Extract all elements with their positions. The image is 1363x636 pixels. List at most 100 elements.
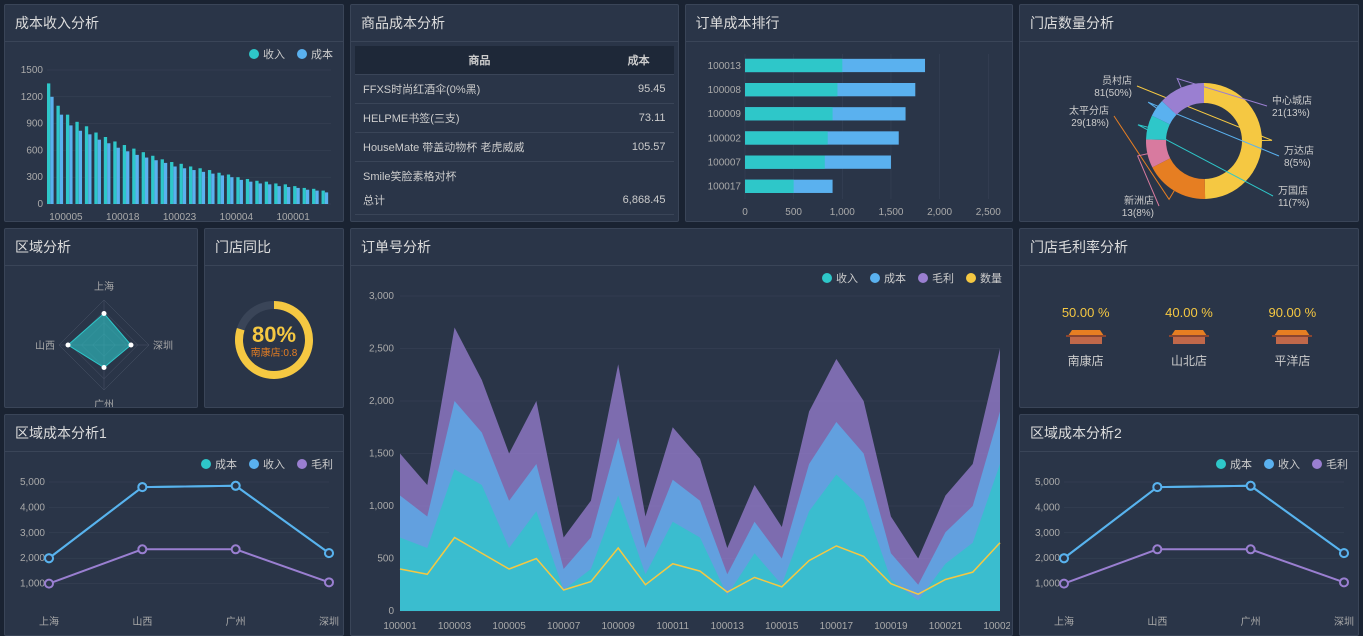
cost-table-total: 总计 6,868.45	[355, 186, 674, 215]
store-name: 平洋店	[1274, 352, 1310, 369]
panel-title: 订单成本排行	[686, 5, 1013, 42]
store-pct: 90.00 %	[1268, 305, 1316, 320]
store-pct: 50.00 %	[1062, 305, 1110, 320]
bar-chart: 0300600900120015001000051000181000231000…	[9, 66, 339, 222]
svg-text:南康店:0.8: 南康店:0.8	[251, 346, 298, 359]
svg-text:1,000: 1,000	[829, 207, 854, 218]
svg-text:100009: 100009	[707, 109, 741, 120]
svg-text:3,000: 3,000	[1035, 528, 1060, 539]
svg-text:100023: 100023	[983, 621, 1010, 632]
line2-legend: 成本收入毛利	[1020, 452, 1358, 472]
svg-text:1,000: 1,000	[1035, 579, 1060, 590]
svg-text:1,000: 1,000	[369, 501, 394, 512]
cost-table: 商品成本FFXS时尚红酒伞(0%黑)95.45HELPME书签(三支)73.11…	[355, 46, 674, 186]
svg-text:300: 300	[26, 172, 43, 183]
radar-chart: 上海深圳广州山西	[9, 270, 194, 408]
svg-text:2,000: 2,000	[369, 396, 394, 407]
svg-text:100001: 100001	[383, 621, 417, 632]
region-cost2-panel: 区域成本分析2 成本收入毛利 1,0002,0003,0004,0005,000…	[1019, 414, 1359, 636]
table-header: 成本	[604, 46, 674, 75]
svg-text:广州: 广州	[226, 616, 246, 628]
svg-text:100005: 100005	[492, 621, 526, 632]
svg-text:深圳: 深圳	[1334, 616, 1354, 628]
svg-text:100003: 100003	[438, 621, 472, 632]
area-legend: 收入成本毛利数量	[351, 266, 1012, 286]
table-row: Smile笑脸素格对杯	[355, 162, 674, 187]
hbar-chart: 05001,0001,5002,0002,5001000131000081000…	[690, 46, 1010, 221]
store-name: 南康店	[1068, 352, 1104, 369]
svg-text:100005: 100005	[49, 212, 83, 222]
svg-text:4,000: 4,000	[20, 502, 45, 513]
svg-text:深圳: 深圳	[153, 340, 173, 352]
svg-text:1500: 1500	[21, 66, 44, 76]
svg-text:100013: 100013	[707, 61, 741, 72]
svg-text:中心城店: 中心城店	[1272, 94, 1312, 107]
bar-legend: 收入成本	[5, 42, 343, 62]
svg-text:广州: 广州	[1241, 616, 1261, 628]
svg-text:2,000: 2,000	[20, 553, 45, 564]
svg-text:5,000: 5,000	[1035, 477, 1060, 488]
svg-text:100008: 100008	[707, 85, 741, 96]
table-row: HouseMate 带盖动物杯 老虎威威105.57	[355, 133, 674, 162]
svg-text:新洲店: 新洲店	[1124, 194, 1154, 207]
order-analysis-panel: 订单号分析 收入成本毛利数量 05001,0001,5002,0002,5003…	[350, 228, 1013, 636]
store-item: 50.00 % 南康店	[1062, 305, 1110, 369]
svg-text:100011: 100011	[656, 621, 689, 632]
donut-chart: 员村店81(50%)太平分店29(18%)新洲店13(8%)万国店11(7%)万…	[1024, 46, 1354, 221]
svg-text:1,500: 1,500	[878, 207, 903, 218]
legend-item: 成本	[201, 456, 237, 472]
legend-item: 收入	[249, 46, 285, 62]
svg-text:8(5%): 8(5%)	[1284, 158, 1311, 169]
store-icon	[1169, 326, 1209, 346]
legend-item: 成本	[297, 46, 333, 62]
svg-text:100015: 100015	[765, 621, 799, 632]
store-icon	[1272, 326, 1312, 346]
legend-item: 收入	[249, 456, 285, 472]
total-label: 总计	[355, 186, 480, 215]
panel-title: 区域成本分析2	[1020, 415, 1358, 452]
svg-text:2,500: 2,500	[975, 207, 1000, 218]
panel-title: 成本收入分析	[5, 5, 343, 42]
svg-text:100013: 100013	[711, 621, 745, 632]
svg-text:100018: 100018	[106, 212, 140, 222]
svg-text:100023: 100023	[163, 212, 197, 222]
legend-item: 毛利	[1312, 456, 1348, 472]
svg-text:81(50%): 81(50%)	[1094, 88, 1132, 99]
svg-text:1200: 1200	[21, 92, 44, 103]
svg-text:100021: 100021	[929, 621, 963, 632]
svg-text:3,000: 3,000	[369, 291, 394, 302]
region-cost1-panel: 区域成本分析1 成本收入毛利 1,0002,0003,0004,0005,000…	[4, 414, 344, 636]
svg-text:500: 500	[785, 207, 802, 218]
store-name: 山北店	[1171, 352, 1207, 369]
svg-text:0: 0	[37, 199, 43, 210]
svg-text:600: 600	[26, 145, 43, 156]
svg-text:员村店: 员村店	[1102, 74, 1132, 87]
svg-text:100017: 100017	[820, 621, 854, 632]
svg-text:5,000: 5,000	[20, 477, 45, 488]
store-pct: 40.00 %	[1165, 305, 1213, 320]
svg-text:500: 500	[377, 554, 394, 565]
svg-text:100007: 100007	[707, 157, 741, 168]
svg-text:29(18%): 29(18%)	[1071, 118, 1109, 129]
svg-text:100001: 100001	[276, 212, 310, 222]
svg-text:100002: 100002	[707, 133, 741, 144]
svg-text:2,000: 2,000	[1035, 553, 1060, 564]
line1-chart: 1,0002,0003,0004,0005,000上海山西广州深圳	[9, 476, 339, 631]
legend-item: 收入	[822, 270, 858, 286]
svg-text:1,500: 1,500	[369, 449, 394, 460]
svg-text:山西: 山西	[132, 616, 152, 628]
line1-legend: 成本收入毛利	[5, 452, 343, 472]
panel-title: 区域成本分析1	[5, 415, 343, 452]
svg-text:山西: 山西	[1147, 616, 1167, 628]
svg-text:100007: 100007	[547, 621, 581, 632]
svg-text:21(13%): 21(13%)	[1272, 108, 1310, 119]
svg-text:广州: 广州	[94, 399, 114, 408]
svg-text:山西: 山西	[35, 340, 55, 352]
table-header: 商品	[355, 46, 604, 75]
legend-item: 数量	[966, 270, 1002, 286]
product-cost-panel: 商品成本分析 商品成本FFXS时尚红酒伞(0%黑)95.45HELPME书签(三…	[350, 4, 679, 222]
panel-title: 订单号分析	[351, 229, 1012, 266]
svg-text:100017: 100017	[707, 182, 741, 193]
svg-text:100019: 100019	[874, 621, 908, 632]
svg-text:万国店: 万国店	[1278, 184, 1308, 197]
